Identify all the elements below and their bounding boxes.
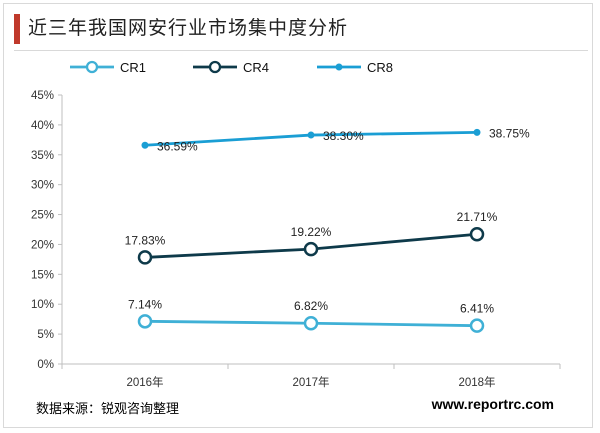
y-tick-label: 10% (31, 299, 54, 311)
legend-label: CR4 (243, 60, 269, 75)
y-tick-label: 30% (31, 180, 54, 192)
y-tick-label: 45% (31, 90, 54, 102)
x-tick-label: 2016年 (126, 375, 163, 389)
data-label: 6.41% (460, 302, 494, 316)
data-point (137, 314, 153, 329)
legend-label: CR8 (367, 60, 393, 75)
legend-marker (335, 63, 343, 71)
data-point (307, 131, 315, 139)
y-tick-label: 35% (31, 150, 54, 162)
source-note: 数据来源：锐观咨询整理 (36, 402, 180, 417)
data-point (469, 318, 485, 333)
x-tick-label: 2017年 (292, 375, 329, 389)
chart-frame (3, 3, 593, 428)
legend-marker (208, 60, 222, 74)
legend-marker (85, 60, 99, 74)
data-point (469, 226, 485, 242)
data-label: 19.22% (291, 225, 332, 239)
data-point (141, 141, 149, 149)
brand-url: www.reportrc.com (431, 396, 554, 412)
y-tick-label: 5% (37, 329, 54, 341)
data-point (303, 315, 319, 331)
data-point (137, 250, 153, 265)
data-label: 38.30% (323, 129, 364, 143)
title-divider (14, 50, 588, 51)
y-tick-label: 15% (31, 269, 54, 281)
data-label: 17.83% (125, 233, 166, 247)
data-label: 7.14% (128, 297, 162, 311)
title-accent-bar (14, 14, 20, 44)
data-label: 6.82% (294, 299, 328, 313)
data-point (473, 128, 481, 136)
axes: 0% 5% 10% 15% 20% 25% 30% 35% 40% 45% 2016年 2017年 20… (31, 90, 561, 389)
data-label: 21.71% (457, 210, 498, 224)
y-tick-label: 40% (31, 120, 54, 132)
data-label: 36.59% (157, 139, 198, 153)
page-title: 近三年我国网安行业市场集中度分析 (28, 17, 349, 39)
series-layer: 7.14% 6.82% 6.41% 17.83% 19.22% 21.71% 36.59% 3… (125, 126, 530, 333)
data-point (303, 241, 319, 257)
y-tick-label: 0% (37, 359, 54, 371)
data-label: 38.75% (489, 126, 530, 140)
legend: CR1 CR4 CR8 (70, 60, 393, 75)
y-tick-label: 20% (31, 239, 54, 251)
y-tick-label: 25% (31, 210, 54, 222)
x-tick-label: 2018年 (458, 375, 495, 389)
legend-label: CR1 (120, 60, 146, 75)
